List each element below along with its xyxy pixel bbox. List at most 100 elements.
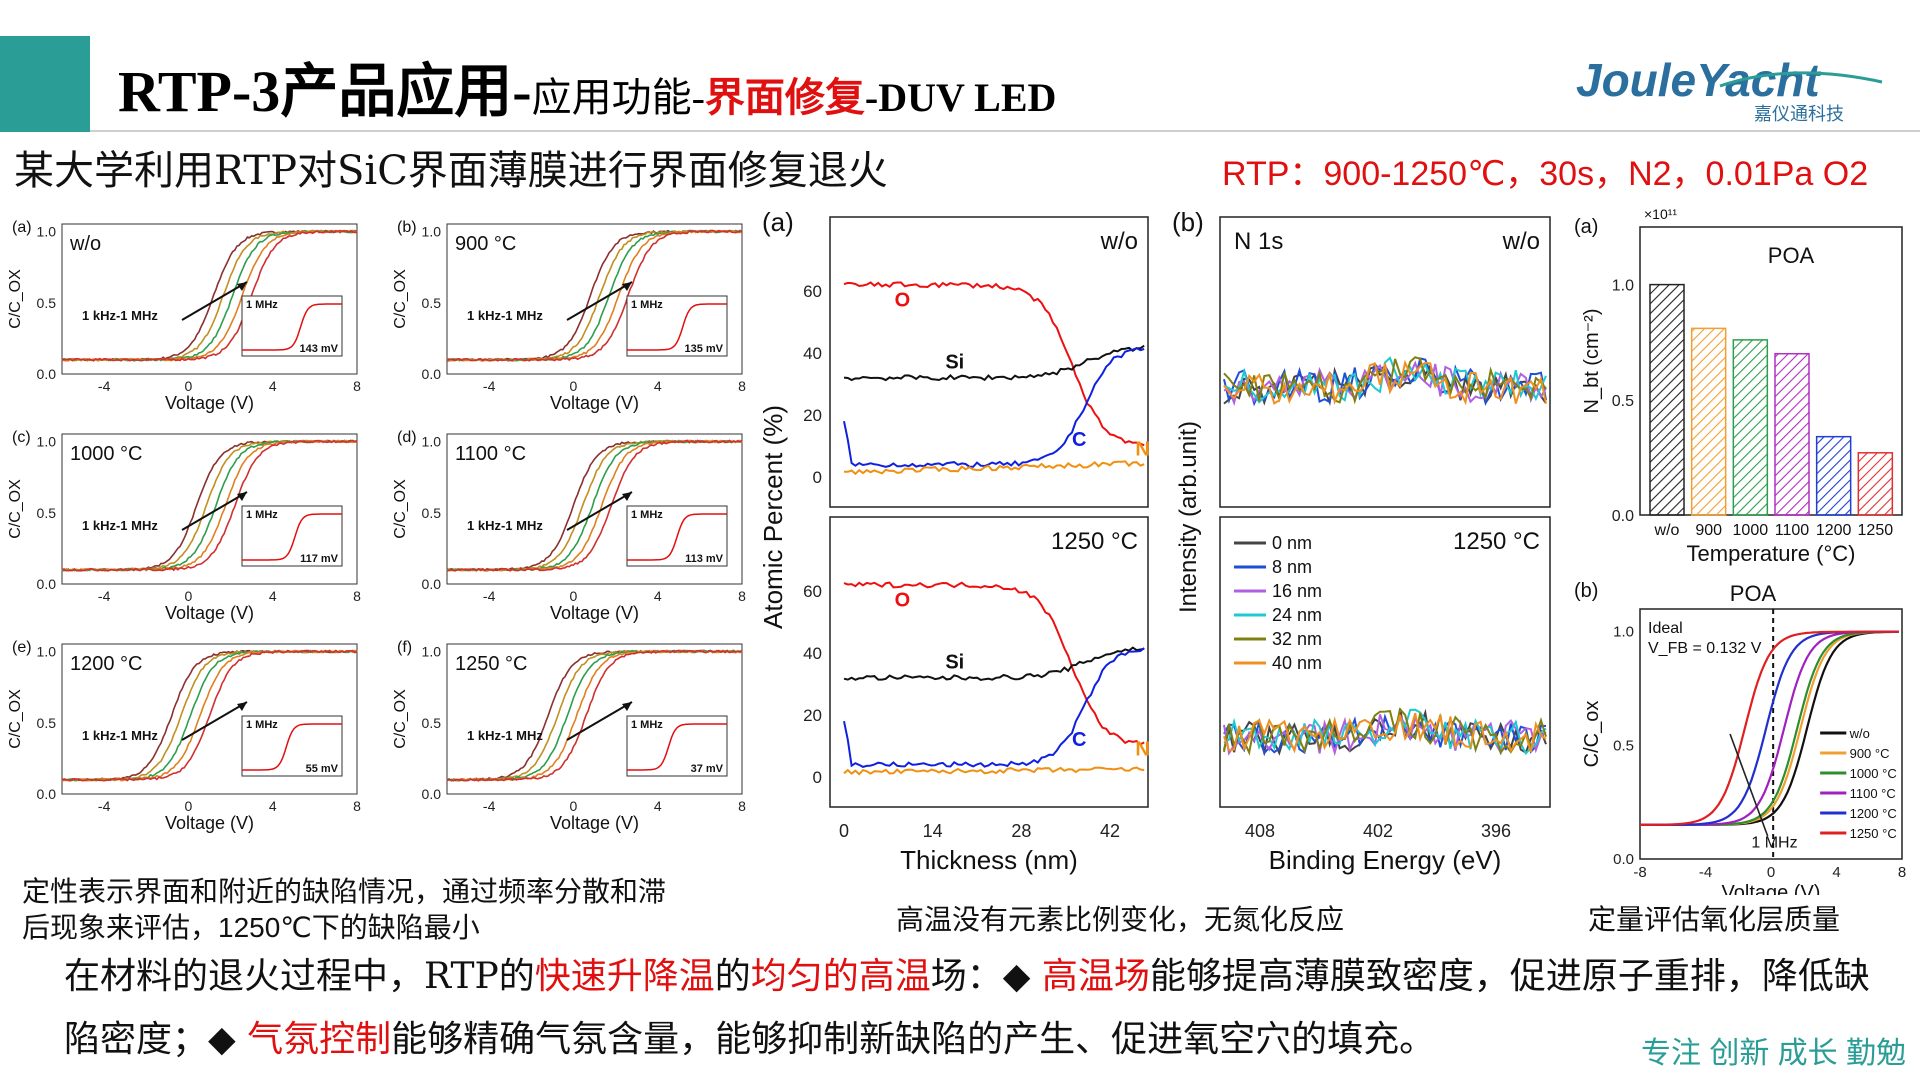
caption-mid: 高温没有元素比例变化，无氮化反应 xyxy=(896,904,1345,935)
poa-cv-xlabel: Voltage (V) xyxy=(1722,882,1821,895)
cv-inset-freq: 1 MHz xyxy=(246,509,278,521)
poa-cv-legend-label: 1250 °C xyxy=(1850,826,1897,841)
xps-element-curve xyxy=(844,460,1145,476)
cv-inset-mv: 143 mV xyxy=(299,343,338,355)
cv-inset-mv: 113 mV xyxy=(685,553,724,565)
xps-cond-a: w/o xyxy=(1100,228,1138,255)
xps-panel-b: (b) xyxy=(1172,207,1204,237)
cv-inset-curve xyxy=(627,513,727,561)
poa-cv-vfb: V_FB = 0.132 V xyxy=(1648,640,1762,657)
xps-frame-a xyxy=(829,216,1149,508)
xps-xtick: 0 xyxy=(839,821,849,841)
cv-panel: (e) 1200 °C 0.0 0.5 1.0 -4 0 4 8 Voltage (V) C/C_O… xyxy=(7,639,361,833)
cv-ylabel: C/C_OX xyxy=(7,269,24,329)
poa-bar-xlabel: Temperature (°C) xyxy=(1687,541,1856,566)
cv-xtick: -4 xyxy=(98,588,111,604)
xps-ytick: 0 xyxy=(813,468,822,487)
xps-element-curve xyxy=(843,346,1145,468)
cv-ytick: 1.0 xyxy=(422,224,442,240)
xps-xtick: 42 xyxy=(1100,821,1120,841)
xps-element-label: O xyxy=(895,290,911,312)
cv-inset-freq: 1 MHz xyxy=(246,719,278,731)
cv-inset-mv: 37 mV xyxy=(691,763,724,775)
xps-svg: (a) (b) w/o 0 20 40 60 O Si C Nw/o 1250 °C 0 20 40 60 O S… xyxy=(758,207,1551,875)
xps-legend-label: 32 nm xyxy=(1272,629,1322,649)
poa-bar-category: 1100 xyxy=(1775,522,1810,539)
xps-xlabel-a: Thickness (nm) xyxy=(900,845,1078,875)
cv-ytick: 0.0 xyxy=(37,576,57,592)
poa-exponent: ×10¹¹ xyxy=(1644,206,1677,222)
cv-ytick: 1.0 xyxy=(37,434,57,450)
cv-inset-freq: 1 MHz xyxy=(631,299,663,311)
title-tail: -DUV LED xyxy=(864,75,1057,120)
xps-element-label: C xyxy=(1072,729,1086,751)
cv-ytick: 0.5 xyxy=(422,715,442,731)
xps-cond-b: w/o xyxy=(1502,228,1540,255)
cv-freq-label: 1 kHz-1 MHz xyxy=(467,728,543,743)
cv-xtick: -4 xyxy=(483,798,496,814)
poa-cv-curve xyxy=(1640,630,1899,826)
xps-n1s-curve xyxy=(1223,712,1547,754)
cv-xtick: -4 xyxy=(483,378,496,394)
cv-inset-mv: 117 mV xyxy=(300,553,339,565)
cv-ylabel: C/C_OX xyxy=(7,689,24,749)
poa-cv-legend-label: 1100 °C xyxy=(1850,786,1896,801)
cv-arrow xyxy=(566,701,633,741)
xps-cond-b: 1250 °C xyxy=(1453,528,1540,555)
cv-freq-label: 1 kHz-1 MHz xyxy=(467,518,543,533)
cv-xtick: 4 xyxy=(654,378,662,394)
xps-element-label: O xyxy=(895,590,911,612)
cv-ytick: 0.5 xyxy=(422,295,442,311)
cv-curve xyxy=(446,439,743,572)
poa-panel-a: (a) xyxy=(1574,216,1598,238)
cv-panel: (c) 1000 °C 0.0 0.5 1.0 -4 0 4 8 Voltage (V) C/C_O… xyxy=(7,429,361,623)
poa-bar-category: w/o xyxy=(1654,522,1680,539)
para-seg-3: 场：◆ xyxy=(930,956,1042,997)
cv-curve xyxy=(446,229,743,362)
motto: 专注 创新 成长 勤勉 xyxy=(1640,1037,1906,1070)
poa-bar xyxy=(1690,327,1727,516)
cv-freq-label: 1 kHz-1 MHz xyxy=(82,518,158,533)
cv-panel-label: 1000 °C xyxy=(70,443,143,465)
poa-cv-ytick: 1.0 xyxy=(1613,624,1634,641)
poa-bar xyxy=(1649,283,1685,516)
company-logo: JouleYacht 嘉仪通科技 xyxy=(1576,54,1883,124)
poa-cv-freq: 1 MHz xyxy=(1751,835,1797,852)
cv-inset-freq: 1 MHz xyxy=(246,299,278,311)
cv-inset-freq: 1 MHz xyxy=(631,509,663,521)
poa-bar-category: 1250 xyxy=(1858,522,1894,539)
cv-freq-label: 1 kHz-1 MHz xyxy=(82,728,158,743)
cv-inset-mv: 135 mV xyxy=(684,343,723,355)
para-red-1: 快速升降温 xyxy=(534,956,715,997)
cv-xtick: 4 xyxy=(654,798,662,814)
cv-inset-frame xyxy=(241,505,343,567)
title-red: 界面修复 xyxy=(704,75,865,120)
poa-cv-xtick: 8 xyxy=(1898,864,1906,881)
cv-figure: (a) w/o 0.0 0.5 1.0 -4 0 4 8 Voltage (V) C/C_OX 1 k… xyxy=(0,210,760,850)
xps-element-curve xyxy=(843,766,1145,776)
cv-panel-letter: (b) xyxy=(397,219,417,236)
xps-legend-label: 24 nm xyxy=(1272,605,1322,625)
cv-inset-curve xyxy=(242,513,342,561)
cv-xtick: 0 xyxy=(185,798,193,814)
cv-inset-curve xyxy=(242,723,342,771)
poa-bar xyxy=(1815,435,1852,516)
cv-ytick: 1.0 xyxy=(422,644,442,660)
para-red-3: 高温场 xyxy=(1041,956,1150,997)
cv-xtick: 0 xyxy=(570,378,578,394)
cv-arrow xyxy=(181,701,248,741)
cv-panel-label: 1250 °C xyxy=(455,653,528,675)
caption-right: 定量评估氧化层质量 xyxy=(1588,904,1841,935)
poa-bar-category: 1000 xyxy=(1733,522,1769,539)
slide-title: RTP-3产品应用-应用功能-界面修复-DUV LED xyxy=(118,44,1056,128)
xps-element-label: Si xyxy=(945,652,964,674)
para-seg-1: 在材料的退火过程中，RTP的 xyxy=(64,956,535,997)
xps-element-curve xyxy=(843,647,1145,768)
cv-inset-frame xyxy=(626,295,728,357)
xps-element-label: N xyxy=(1135,738,1149,760)
poa-cv-xtick: -8 xyxy=(1633,864,1646,881)
xps-n1s-curve xyxy=(1223,708,1547,756)
para-seg-5: 能够精确气氛含量，能够抑制新缺陷的产生、促进氧空穴的填充。 xyxy=(391,1019,1436,1060)
cv-inset-curve xyxy=(627,723,727,771)
xps-element-label: C xyxy=(1072,429,1086,451)
